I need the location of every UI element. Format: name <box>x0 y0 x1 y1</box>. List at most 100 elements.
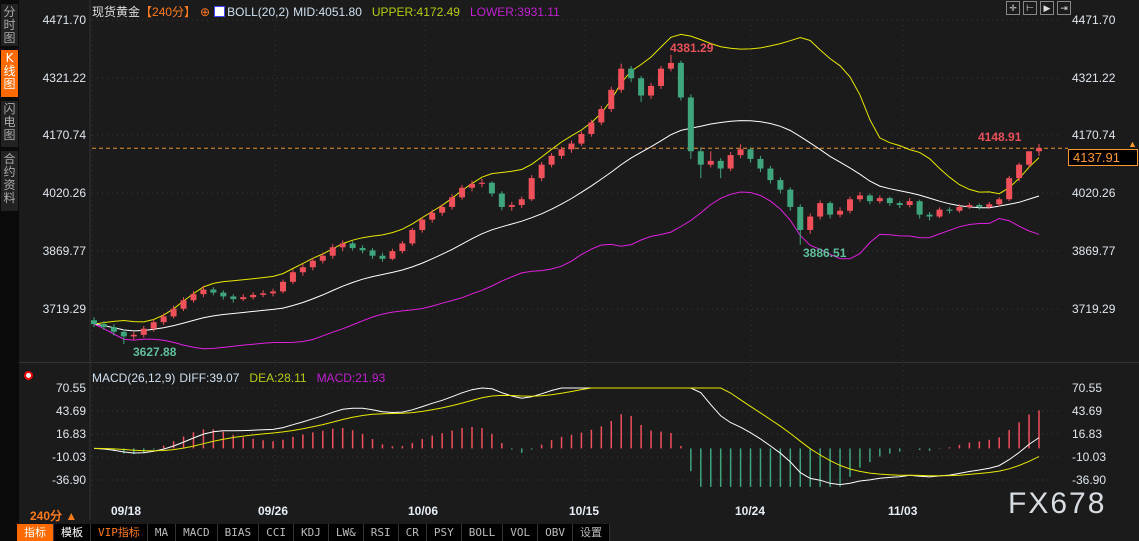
indicator-icon[interactable] <box>214 6 226 17</box>
candle <box>847 199 853 211</box>
macd-axis-left: 70.55 <box>55 381 86 395</box>
tab-settings[interactable]: 设置 <box>573 524 610 541</box>
date-label: 10/24 <box>735 504 766 518</box>
candle <box>608 89 615 109</box>
candle <box>777 180 784 190</box>
macd-axis-right: -10.03 <box>1072 450 1107 464</box>
timeframe-selector[interactable]: 240分 ▲ <box>30 509 78 523</box>
candle <box>598 108 605 123</box>
macd-dea: DEA:28.11 <box>249 371 307 385</box>
tab-indicators[interactable]: 指标 <box>17 524 54 541</box>
candle <box>170 308 177 317</box>
candle <box>906 201 913 206</box>
tab-contract-info[interactable]: 合约资料 <box>1 151 18 211</box>
candle <box>677 62 684 98</box>
tab-lw[interactable]: LW& <box>329 524 364 541</box>
price-axis-left: 3719.29 <box>42 302 86 316</box>
candle <box>966 205 973 207</box>
play-icon[interactable]: ▶ <box>1040 1 1054 15</box>
candle <box>856 195 863 200</box>
candle <box>240 297 247 300</box>
sidebar: 分时图 K线图 闪电图 合约资料 <box>0 0 19 541</box>
candle <box>817 203 824 217</box>
candle <box>697 151 704 165</box>
candle <box>827 203 834 215</box>
candle <box>210 289 217 293</box>
candle <box>180 300 187 309</box>
candle <box>767 168 774 181</box>
tab-templates[interactable]: 模板 <box>54 524 91 541</box>
price-axis-left: 4471.70 <box>42 13 86 27</box>
candle <box>359 248 366 251</box>
tab-kline-chart[interactable]: K线图 <box>1 50 18 97</box>
tab-psy[interactable]: PSY <box>427 524 462 541</box>
candle <box>389 251 396 259</box>
price-axis-right: 4170.74 <box>1072 128 1116 142</box>
tab-cci[interactable]: CCI <box>259 524 294 541</box>
candle <box>757 158 764 169</box>
tab-vol[interactable]: VOL <box>503 524 539 541</box>
candle <box>747 149 754 159</box>
macd-axis-left: -10.03 <box>51 450 86 464</box>
indicator-settings-icon[interactable] <box>24 371 33 380</box>
candle <box>518 199 525 206</box>
date-label: 09/26 <box>258 504 289 518</box>
globe-icon[interactable]: ⊕ <box>200 5 211 19</box>
price-axis-right: 3719.29 <box>1072 302 1116 316</box>
candle <box>886 198 893 204</box>
zoom-in-icon[interactable]: ⊢ <box>1023 1 1037 15</box>
price-axis-right: 3869.77 <box>1072 244 1116 258</box>
candle <box>936 209 943 217</box>
candle <box>91 320 97 325</box>
price-axis-left: 3869.77 <box>42 244 86 258</box>
candle <box>956 206 963 211</box>
symbol-name: 现货黄金 <box>92 5 141 19</box>
candle <box>837 210 844 215</box>
candle <box>319 255 326 261</box>
tab-obv[interactable]: OBV <box>538 524 573 541</box>
candle <box>1016 164 1023 179</box>
date-label: 10/06 <box>408 504 439 518</box>
price-axis-left: 4321.22 <box>42 71 86 85</box>
boll-lower: LOWER:3931.11 <box>469 5 560 19</box>
macd-axis-right: 70.55 <box>1072 381 1103 395</box>
boll-upper-line <box>93 33 1040 325</box>
tab-boll[interactable]: BOLL <box>462 524 504 541</box>
candle <box>578 133 585 144</box>
panel-divider[interactable] <box>19 362 1139 363</box>
price-axis-left: 4170.74 <box>42 128 86 142</box>
tab-rsi[interactable]: RSI <box>364 524 399 541</box>
candle <box>150 322 157 329</box>
candle <box>787 189 794 207</box>
tab-bias[interactable]: BIAS <box>218 524 260 541</box>
macd-header: MACD(26,12,9) DIFF:39.07 DEA:28.11 MACD:21.… <box>92 371 389 385</box>
macd-axis-right: -36.90 <box>1072 473 1107 487</box>
crosshair-icon[interactable]: ✛ <box>1006 1 1020 15</box>
tab-flash-chart[interactable]: 闪电图 <box>1 101 18 147</box>
high-price-label: 4381.29 <box>670 41 714 55</box>
candle <box>439 206 446 213</box>
last-price-box: 4137.91 <box>1068 149 1138 166</box>
price-axis-right: 4471.70 <box>1072 13 1116 27</box>
recent-high-label: 4148.91 <box>978 130 1022 144</box>
candle <box>926 214 933 217</box>
tab-macd[interactable]: MACD <box>176 524 218 541</box>
candle <box>110 327 117 332</box>
tab-cr[interactable]: CR <box>399 524 427 541</box>
price-axis-left: 4020.26 <box>42 186 86 200</box>
candle <box>717 160 724 169</box>
candle <box>200 289 207 295</box>
tab-kdj[interactable]: KDJ <box>294 524 329 541</box>
tab-ma[interactable]: MA <box>148 524 177 541</box>
date-label: 09/18 <box>111 504 142 518</box>
move-right-icon[interactable]: ⇥ <box>1057 1 1071 15</box>
candle <box>289 272 296 282</box>
period-label: 【240分】 <box>140 5 197 19</box>
candle <box>996 199 1003 205</box>
candle <box>329 247 336 256</box>
date-label: 11/03 <box>888 504 918 518</box>
tab-vip-indicators[interactable]: VIP指标 <box>91 524 148 541</box>
candle <box>508 205 515 207</box>
tab-time-chart[interactable]: 分时图 <box>1 4 18 46</box>
